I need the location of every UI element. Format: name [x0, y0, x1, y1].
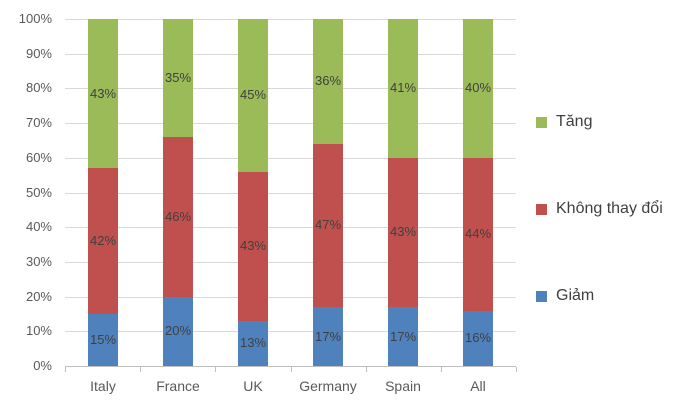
bar-segment — [163, 297, 193, 366]
legend-item-tang: Tăng — [536, 112, 592, 132]
gridline — [65, 262, 516, 263]
category-label: France — [156, 378, 200, 394]
bar-segment — [463, 158, 493, 311]
bar-segment — [163, 19, 193, 137]
bar-value-label: 42% — [89, 233, 117, 248]
gridline — [65, 158, 516, 159]
bar-value-label: 17% — [389, 329, 417, 344]
bar-segment — [313, 307, 343, 366]
bar-segment — [388, 158, 418, 307]
bar-value-label: 43% — [239, 238, 267, 253]
bar-segment — [238, 19, 268, 172]
x-axis-line — [65, 366, 516, 367]
y-tick-label: 80% — [25, 80, 52, 95]
x-axis-tick — [65, 367, 66, 372]
bar-value-label: 43% — [89, 86, 117, 101]
y-tick-label: 40% — [25, 219, 52, 234]
bar-segment — [163, 137, 193, 297]
bar-value-label: 45% — [239, 87, 267, 102]
x-axis-tick — [215, 367, 216, 372]
bar-value-label: 47% — [314, 217, 342, 232]
x-axis-tick — [441, 367, 442, 372]
bar-value-label: 41% — [389, 80, 417, 95]
bar-segment — [463, 310, 493, 366]
gridline — [65, 19, 516, 20]
legend-label-giam: Giảm — [556, 287, 595, 304]
x-axis-tick — [291, 367, 292, 372]
category-label: All — [470, 378, 486, 394]
bar-segment — [313, 144, 343, 307]
y-tick-label: 10% — [25, 323, 52, 338]
gridline — [65, 193, 516, 194]
bar-value-label: 15% — [89, 332, 117, 347]
gridline — [65, 297, 516, 298]
y-tick-label: 70% — [25, 115, 52, 130]
bar-segment — [388, 19, 418, 158]
bar-value-label: 40% — [464, 80, 492, 95]
bar-segment — [88, 168, 118, 314]
bar-segment — [88, 19, 118, 168]
y-tick-label: 90% — [25, 46, 52, 61]
bar-segment — [313, 19, 343, 144]
legend-item-khong-thay-doi: Không thay đổi — [536, 199, 663, 219]
bar-value-label: 43% — [389, 224, 417, 239]
bar-segment — [238, 321, 268, 366]
bar-segment — [88, 314, 118, 366]
y-tick-label: 50% — [25, 185, 52, 200]
legend-label-tang: Tăng — [556, 113, 593, 130]
bar-value-label: 20% — [164, 323, 192, 338]
category-label: Spain — [385, 378, 421, 394]
x-axis-tick — [366, 367, 367, 372]
y-tick-label: 20% — [25, 289, 52, 304]
bar-value-label: 13% — [239, 335, 267, 350]
gridline — [65, 88, 516, 89]
y-tick-label: 60% — [25, 150, 52, 165]
bar-value-label: 36% — [314, 73, 342, 88]
bar-value-label: 44% — [464, 226, 492, 241]
gridline — [65, 123, 516, 124]
legend-label-khong-thay-doi: Không thay đổi — [556, 200, 663, 217]
y-tick-label: 100% — [18, 11, 52, 26]
category-label: UK — [243, 378, 263, 394]
x-axis-tick — [516, 367, 517, 372]
legend-swatch-giam — [536, 290, 547, 302]
y-tick-label: 0% — [33, 358, 52, 373]
legend-item-giam: Giảm — [536, 286, 594, 306]
bar-segment — [388, 307, 418, 366]
legend-swatch-tang — [536, 116, 547, 128]
category-label: Germany — [299, 378, 357, 394]
bar-value-label: 16% — [464, 330, 492, 345]
legend-swatch-khong-thay-doi — [536, 203, 547, 215]
gridline — [65, 227, 516, 228]
x-axis-tick — [140, 367, 141, 372]
y-tick-label: 30% — [25, 254, 52, 269]
gridline — [65, 331, 516, 332]
bar-value-label: 46% — [164, 209, 192, 224]
bar-segment — [238, 172, 268, 321]
gridline — [65, 54, 516, 55]
bar-segment — [463, 19, 493, 158]
category-label: Italy — [90, 378, 116, 394]
bar-value-label: 35% — [164, 70, 192, 85]
bar-value-label: 17% — [314, 329, 342, 344]
